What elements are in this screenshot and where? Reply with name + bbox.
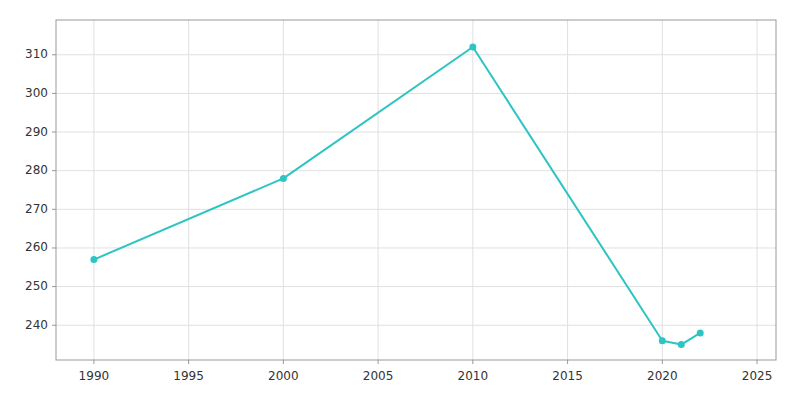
chart-container: 240 250 260 270 280 290 300 310 1990 1995 2000 2005… xyxy=(0,0,800,400)
grid xyxy=(56,20,776,360)
point xyxy=(90,256,97,263)
grid-line-y xyxy=(56,93,776,94)
grid-line-x xyxy=(662,20,663,360)
point xyxy=(469,44,476,51)
tick-mark-y xyxy=(52,325,56,326)
tick-mark-y xyxy=(52,170,56,171)
tick-label-x: 2025 xyxy=(742,369,773,383)
tick-mark-y xyxy=(52,54,56,55)
point xyxy=(697,329,704,336)
chart-svg: 240 250 260 270 280 290 300 310 1990 1995 2000 2005… xyxy=(0,0,800,400)
tick-mark-x xyxy=(662,360,663,364)
plot-frame xyxy=(56,20,776,360)
tick-label-y: 290 xyxy=(25,125,48,139)
point xyxy=(659,337,666,344)
tick-label-y: 300 xyxy=(25,86,48,100)
tick-label-x: 1990 xyxy=(79,369,110,383)
grid-line-x xyxy=(378,20,379,360)
tick-mark-x xyxy=(93,360,94,364)
tick-label-y: 280 xyxy=(25,163,48,177)
tick-label-y: 270 xyxy=(25,202,48,216)
grid-line-y xyxy=(56,54,776,55)
tick-label-x: 2000 xyxy=(268,369,299,383)
grid-line-x xyxy=(188,20,189,360)
data-marks xyxy=(90,44,703,349)
tick-label-y: 310 xyxy=(25,47,48,61)
tick-label-x: 1995 xyxy=(173,369,204,383)
grid-line-x xyxy=(567,20,568,360)
tick-mark-y xyxy=(52,132,56,133)
point xyxy=(280,175,287,182)
grid-line-y xyxy=(56,325,776,326)
grid-line-y xyxy=(56,132,776,133)
tick-label-x: 2015 xyxy=(552,369,583,383)
tick-mark-y xyxy=(52,93,56,94)
tick-label-x: 2005 xyxy=(363,369,394,383)
tick-label-y: 240 xyxy=(25,318,48,332)
grid-line-x xyxy=(283,20,284,360)
grid-line-y xyxy=(56,286,776,287)
tick-mark-y xyxy=(52,247,56,248)
tick-mark-x xyxy=(283,360,284,364)
tick-mark-x xyxy=(757,360,758,364)
tick-labels: 240 250 260 270 280 290 300 310 1990 1995 2000 2005… xyxy=(25,47,772,383)
tick-label-y: 250 xyxy=(25,279,48,293)
tick-label-x: 2020 xyxy=(647,369,678,383)
tick-mark-y xyxy=(52,286,56,287)
tick-mark-x xyxy=(567,360,568,364)
tick-mark-y xyxy=(52,209,56,210)
tick-mark-x xyxy=(472,360,473,364)
grid-line-y xyxy=(56,247,776,248)
grid-line-y xyxy=(56,209,776,210)
tick-mark-x xyxy=(188,360,189,364)
grid-line-y xyxy=(56,170,776,171)
grid-line-x xyxy=(93,20,94,360)
grid-line-x xyxy=(757,20,758,360)
tick-mark-x xyxy=(378,360,379,364)
point xyxy=(678,341,685,348)
grid-line-x xyxy=(472,20,473,360)
tick-label-y: 260 xyxy=(25,240,48,254)
tick-label-x: 2010 xyxy=(458,369,489,383)
line xyxy=(94,47,700,345)
